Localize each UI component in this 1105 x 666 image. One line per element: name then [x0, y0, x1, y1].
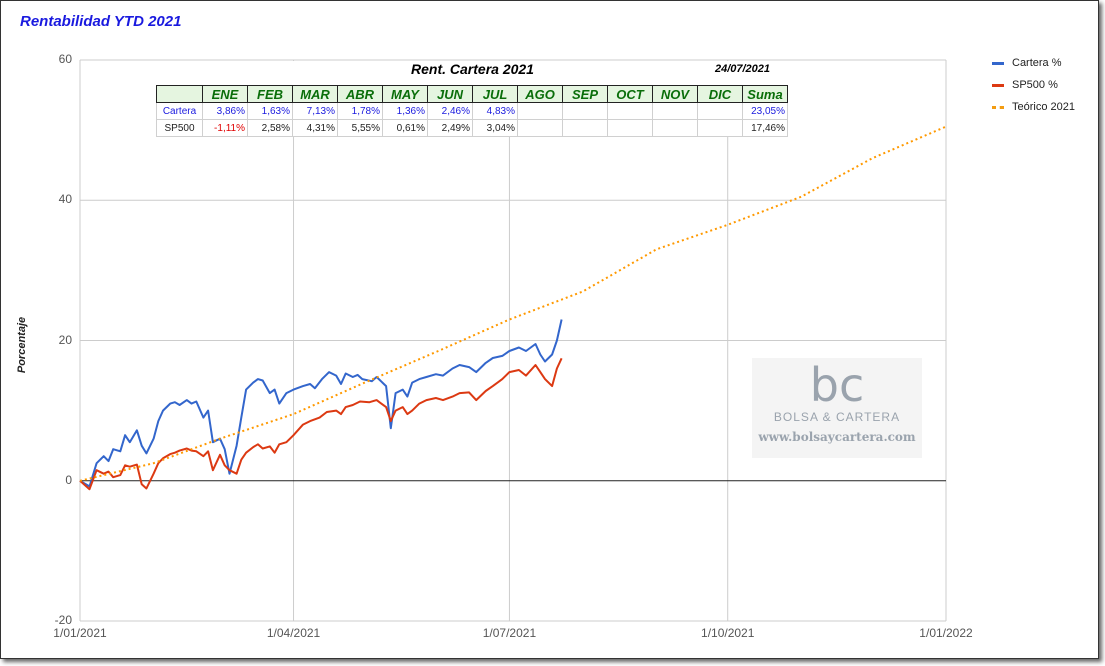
table-cell	[652, 102, 698, 120]
table-header-cell: JUN	[427, 85, 473, 103]
table-header-cell: OCT	[607, 85, 653, 103]
table-header-cell: SEP	[562, 85, 608, 103]
table-header-cell: AGO	[517, 85, 563, 103]
table-cell: 2,49%	[427, 119, 473, 137]
legend-label: SP500 %	[1012, 79, 1058, 91]
table-row-label: Cartera	[156, 102, 203, 120]
series-line-0	[79, 319, 563, 488]
table-header-cell: MAR	[292, 85, 338, 103]
table-cell	[517, 119, 563, 137]
legend-item-teorico: Teórico 2021	[992, 96, 1075, 118]
table-cell: 3,86%	[202, 102, 248, 120]
legend: Cartera % SP500 % Teórico 2021	[992, 52, 1075, 118]
legend-swatch	[992, 61, 1004, 65]
table-header-cell: ABR	[337, 85, 383, 103]
table-cell: 0,61%	[382, 119, 428, 137]
table-header-cell: DIC	[697, 85, 743, 103]
returns-table: Rent. Cartera 2021 24/07/2021 ENE FEB MAR A…	[156, 61, 788, 137]
table-cell: 7,13%	[292, 102, 338, 120]
x-tick-label: 1/01/2021	[53, 626, 107, 640]
table-cell: 23,05%	[742, 102, 788, 120]
x-tick-label: 1/04/2021	[266, 626, 321, 640]
table-header-cell: FEB	[247, 85, 293, 103]
legend-swatch	[992, 105, 1004, 109]
table-cell	[562, 102, 608, 120]
legend-label: Cartera %	[1012, 57, 1062, 69]
x-tick-label: 1/10/2021	[701, 626, 755, 640]
chart-title: Rentabilidad YTD 2021	[20, 13, 182, 30]
table-header-cell: Suma	[742, 85, 788, 103]
table-cell: 2,46%	[427, 102, 473, 120]
table-cell: 1,78%	[337, 102, 383, 120]
table-cell: 3,04%	[472, 119, 518, 137]
x-tick-label: 1/07/2021	[482, 626, 537, 640]
table-header-cell: JUL	[472, 85, 518, 103]
table-cell: 2,58%	[247, 119, 293, 137]
table-cell	[517, 102, 563, 120]
table-cell	[562, 119, 608, 137]
table-cell	[697, 102, 743, 120]
table-title: Rent. Cartera 2021	[411, 61, 534, 77]
table-cell: 1,63%	[247, 102, 293, 120]
table-cell	[652, 119, 698, 137]
x-tick-label: 1/01/2022	[919, 626, 973, 640]
y-tick-label: 40	[58, 192, 72, 207]
table-row-label: SP500	[156, 119, 203, 137]
legend-item-sp500: SP500 %	[992, 74, 1075, 96]
table-cell: 4,31%	[292, 119, 338, 137]
table-header-cell: NOV	[652, 85, 698, 103]
table-header-cell: ENE	[202, 85, 248, 103]
table-header-corner	[156, 85, 203, 103]
table-header-cell: MAY	[382, 85, 428, 103]
table-cell	[697, 119, 743, 137]
y-tick-label: 20	[58, 332, 72, 347]
watermark-url: www.bolsaycartera.com	[758, 430, 916, 444]
watermark: bc BOLSA & CARTERA www.bolsaycartera.com	[752, 358, 922, 458]
y-tick-label: 0	[65, 472, 72, 487]
table-cell: 4,83%	[472, 102, 518, 120]
series-line-2	[79, 125, 947, 482]
y-tick-label: -20	[54, 613, 72, 627]
table-cell	[607, 102, 653, 120]
table-date: 24/07/2021	[714, 63, 771, 75]
table-cell: 1,36%	[382, 102, 428, 120]
table-cell	[607, 119, 653, 137]
y-tick-label: 60	[58, 52, 72, 66]
legend-swatch	[992, 83, 1004, 87]
table-cell: -1,11%	[202, 119, 248, 137]
legend-item-cartera: Cartera %	[992, 52, 1075, 74]
series-line-1	[79, 357, 563, 491]
table-cell: 5,55%	[337, 119, 383, 137]
legend-label: Teórico 2021	[1012, 101, 1075, 113]
watermark-logo: bc	[809, 358, 865, 412]
watermark-name: BOLSA & CARTERA	[773, 410, 901, 424]
table-cell: 17,46%	[742, 119, 788, 137]
